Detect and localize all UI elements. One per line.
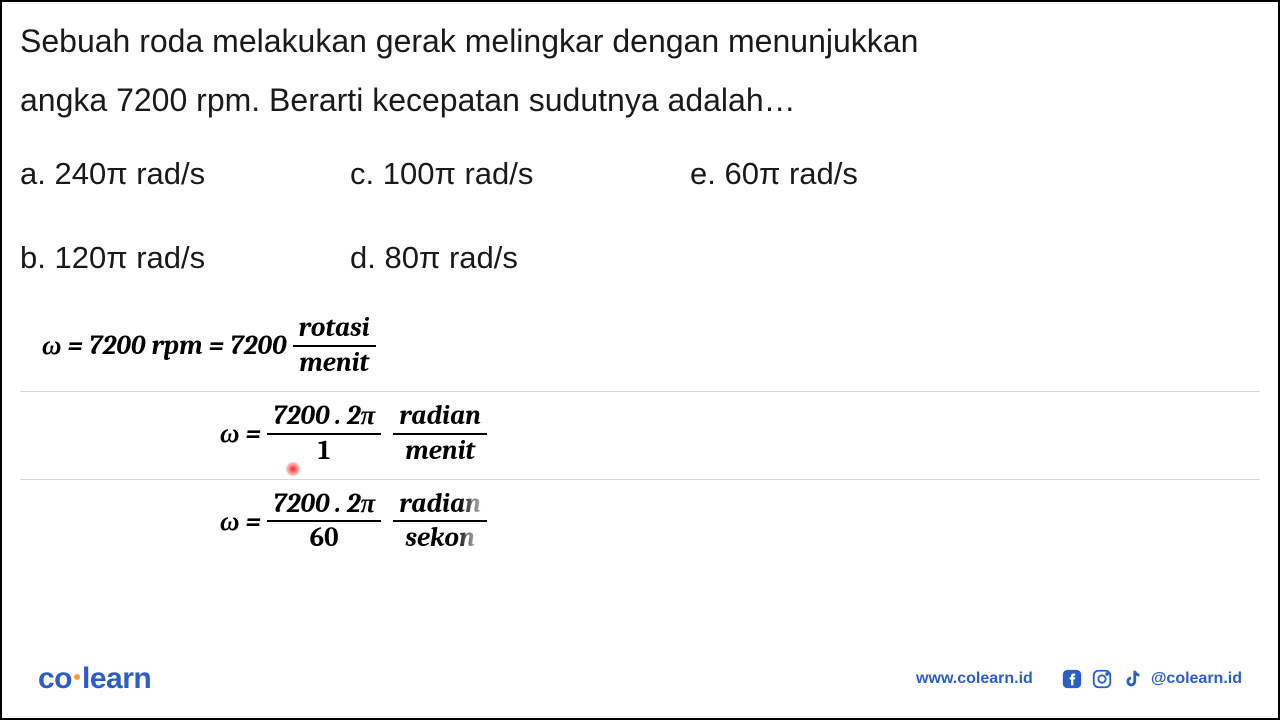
tiktok-icon — [1121, 668, 1143, 690]
eq3-fraction-2: radian sekon — [393, 488, 487, 555]
option-c: c. 100π rad/s — [350, 156, 690, 192]
eq1-fraction: rotasi menit — [293, 312, 376, 379]
footer: colearn www.colearn.id @colearn.id — [2, 662, 1278, 696]
eq3-f2-den: sekon — [399, 522, 481, 554]
facebook-icon — [1061, 668, 1083, 690]
presenter-pointer-dot — [286, 462, 300, 476]
eq2-lhs: ω = — [220, 418, 261, 449]
eq3-f2-num: radian — [393, 488, 487, 520]
equation-row-2: ω = 7200 . 2π 1 radian menit — [20, 392, 1260, 480]
options-grid: a. 240π rad/s c. 100π rad/s e. 60π rad/s… — [20, 156, 1260, 276]
eq2-fraction-2: radian menit — [393, 400, 487, 467]
brand-left: co — [38, 662, 72, 695]
question-line-1: Sebuah roda melakukan gerak melingkar de… — [20, 16, 1260, 67]
eq2-f1-num: 7200 . 2π — [267, 400, 381, 432]
eq1-num: rotasi — [293, 312, 376, 344]
option-b: b. 120π rad/s — [20, 240, 350, 276]
footer-url: www.colearn.id — [916, 670, 1033, 688]
eq2-fraction-1: 7200 . 2π 1 — [267, 400, 381, 467]
instagram-icon — [1091, 668, 1113, 690]
eq1-lhs: ω = 7200 rpm = 7200 — [42, 330, 287, 361]
eq2-f1-den: 1 — [312, 435, 336, 467]
question-line-2: angka 7200 rpm. Berarti kecepatan sudutn… — [20, 75, 1260, 126]
option-a: a. 240π rad/s — [20, 156, 350, 192]
equation-row-3: ω = 7200 . 2π 60 radian sekon — [20, 480, 1260, 567]
option-d: d. 80π rad/s — [350, 240, 690, 276]
eq3-fraction-1: 7200 . 2π 60 — [267, 488, 381, 555]
social-links: @colearn.id — [1061, 668, 1242, 690]
brand-dot-icon — [74, 674, 80, 680]
eq2-f2-num: radian — [393, 400, 487, 432]
eq1-den: menit — [293, 347, 375, 379]
eq2-f2-den: menit — [399, 435, 481, 467]
brand-logo: colearn — [38, 662, 151, 696]
brand-right: learn — [82, 662, 151, 695]
eq3-lhs: ω = — [220, 506, 261, 537]
social-handle: @colearn.id — [1151, 670, 1242, 688]
eq3-f1-den: 60 — [304, 522, 345, 554]
work-area: ω = 7200 rpm = 7200 rotasi menit ω = 720… — [20, 304, 1260, 566]
equation-row-1: ω = 7200 rpm = 7200 rotasi menit — [20, 304, 1260, 392]
option-e: e. 60π rad/s — [690, 156, 1030, 192]
eq3-f1-num: 7200 . 2π — [267, 488, 381, 520]
